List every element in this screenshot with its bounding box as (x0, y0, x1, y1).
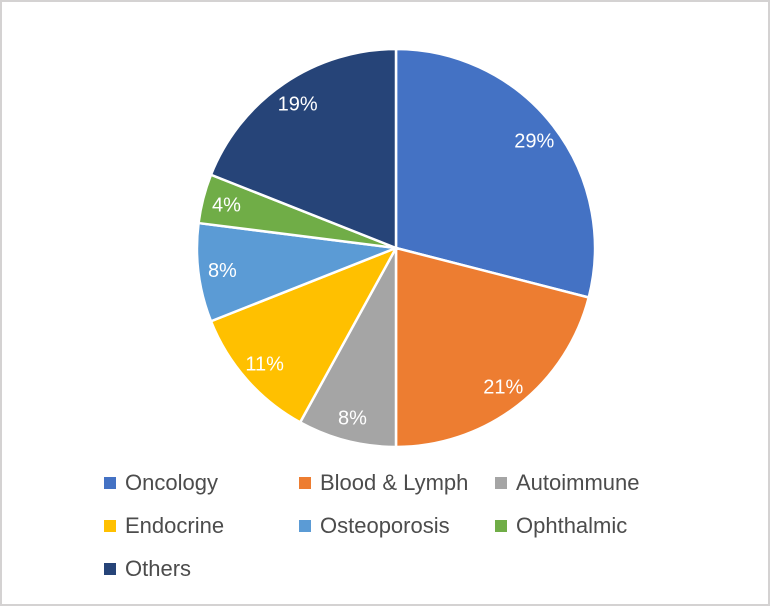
legend-item-others: Others (104, 558, 191, 580)
legend-label-oncology: Oncology (125, 470, 218, 495)
legend-swatch-oncology (104, 477, 116, 489)
legend-item-ophthalmic: Ophthalmic (495, 515, 627, 537)
legend-item-endocrine: Endocrine (104, 515, 224, 537)
pie-slice-others (209, 47, 398, 250)
legend-swatch-others (104, 563, 116, 575)
pie-slice-autoimmune (298, 246, 398, 449)
data-label-osteoporosis: 8% (208, 260, 237, 282)
legend-item-osteoporosis: Osteoporosis (299, 515, 450, 537)
data-label-ophthalmic: 4% (212, 195, 241, 217)
data-label-autoimmune: 8% (338, 408, 367, 430)
legend-item-blood-lymph: Blood & Lymph (299, 472, 468, 494)
legend-label-osteoporosis: Osteoporosis (320, 513, 450, 538)
legend-label-blood-lymph: Blood & Lymph (320, 470, 469, 495)
legend-swatch-osteoporosis (299, 520, 311, 532)
legend-swatch-endocrine (104, 520, 116, 532)
legend-item-oncology: Oncology (104, 472, 218, 494)
legend-swatch-ophthalmic (495, 520, 507, 532)
data-label-endocrine: 11% (245, 354, 284, 376)
legend-swatch-blood-lymph (299, 477, 311, 489)
legend-label-others: Others (125, 556, 192, 581)
legend-label-ophthalmic: Ophthalmic (516, 513, 628, 538)
legend-label-endocrine: Endocrine (125, 513, 225, 538)
data-label-others: 19% (278, 93, 318, 115)
pie-slice-oncology (394, 47, 597, 299)
pie-slice-endocrine (209, 246, 398, 424)
legend-swatch-autoimmune (495, 477, 507, 489)
legend-item-autoimmune: Autoimmune (495, 472, 640, 494)
legend-label-autoimmune: Autoimmune (516, 470, 640, 495)
data-label-blood-lymph: 21% (483, 376, 523, 398)
pie-slice-blood-lymph (394, 246, 590, 449)
data-label-oncology: 29% (514, 131, 554, 153)
pie-slice-osteoporosis (195, 221, 398, 323)
